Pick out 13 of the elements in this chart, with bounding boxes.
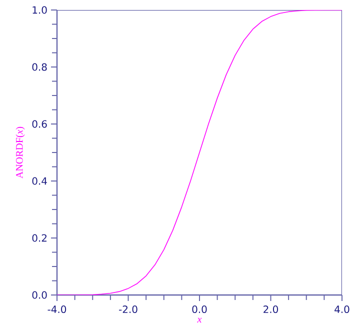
x-tick-label: -2.0	[119, 306, 138, 314]
y-tick-label: 0.0	[32, 291, 47, 299]
y-tick-label: 1.0	[32, 6, 47, 14]
y-tick-label: 0.8	[32, 63, 47, 71]
y-tick-label: 0.2	[32, 234, 46, 242]
x-tick-label: 4.0	[334, 306, 350, 314]
y-tick-label: 0.6	[32, 120, 47, 128]
x-tick-label: -4.0	[48, 306, 66, 314]
x-tick-label: 2.0	[264, 306, 278, 314]
y-tick-label: 0.4	[32, 177, 47, 185]
x-axis-title: x	[197, 318, 202, 322]
y-axis-title: ANORDF(x)	[16, 126, 25, 178]
x-tick-label: 0.0	[192, 306, 207, 314]
